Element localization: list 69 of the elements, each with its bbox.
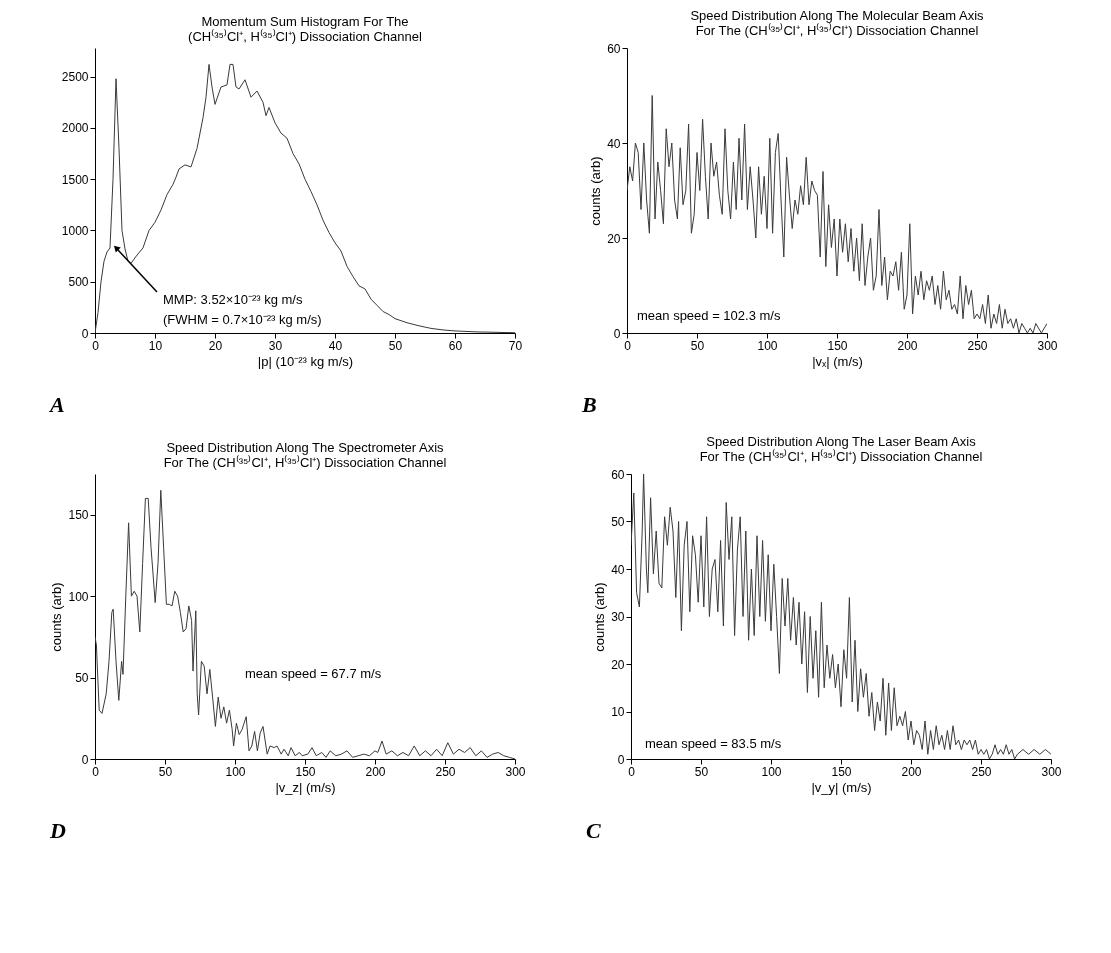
x-tick-label: 100 (225, 764, 246, 779)
x-tick-label: 200 (365, 764, 386, 779)
x-tick-label: 250 (971, 764, 992, 779)
annotation: mean speed = 102.3 m/s (637, 308, 781, 323)
y-axis-title: counts (arb) (592, 582, 608, 652)
x-tick-label: 250 (967, 338, 988, 353)
chart-title: Speed Distribution Along The Laser Beam Axis For The (CH⁽³⁵⁾Cl⁺, H⁽³⁵⁾Cl⁺) Dissociation Channel (699, 434, 983, 464)
y-tick-label: 0 (617, 752, 625, 767)
y-tick-label: 50 (611, 515, 625, 529)
x-tick-label: 50 (388, 338, 403, 353)
y-tick-label: 150 (68, 508, 89, 523)
annotation: mean speed = 83.5 m/s (645, 736, 782, 751)
x-axis-title: |v_y| (m/s) (811, 779, 872, 795)
y-tick-label: 2500 (61, 70, 89, 85)
x-tick-label: 300 (1037, 338, 1058, 353)
chart-title: Speed Distribution Along The Molecular Beam Axis For The (CH⁽³⁵⁾Cl⁺, H⁽³⁵⁾Cl⁺) Dissociation Channel (690, 8, 985, 38)
text: B (581, 392, 597, 417)
y-tick-label: 0 (81, 752, 89, 767)
x-tick-label: 40 (328, 338, 343, 353)
x-tick-label: 20 (208, 338, 223, 353)
text: D (49, 818, 66, 843)
y-tick-label: 40 (611, 562, 625, 577)
text: C (586, 818, 601, 843)
x-tick-label: 30 (268, 338, 283, 353)
text: A (48, 392, 65, 417)
annotation: (FWHM = 0.7×10⁻²³ kg m/s) (163, 312, 322, 327)
y-tick-label: 30 (611, 610, 625, 624)
x-tick-label: 0 (92, 764, 100, 779)
x-axis-title: |p| (10⁻²³ kg m/s) (257, 353, 354, 369)
chart-title: Speed Distribution Along The Spectrometer Axis For The (CH⁽³⁵⁾Cl⁺, H⁽³⁵⁾Cl⁺) Dissociation Channel (163, 440, 447, 470)
x-tick-label: 300 (1041, 764, 1062, 779)
x-tick-label: 200 (897, 338, 918, 353)
y-tick-label: 60 (607, 41, 621, 56)
y-tick-label: 100 (68, 589, 89, 604)
annotation: MMP: 3.52×10⁻²³ kg m/s (163, 292, 303, 307)
y-tick-label: 2000 (61, 121, 89, 136)
y-tick-label: 500 (68, 275, 89, 290)
x-tick-label: 0 (628, 764, 636, 779)
x-tick-label: 0 (92, 338, 100, 353)
y-tick-label: 20 (611, 657, 625, 672)
x-tick-label: 200 (901, 764, 922, 779)
annotation: mean speed = 67.7 m/s (245, 666, 382, 681)
y-tick-label: 0 (613, 326, 621, 341)
x-tick-label: 50 (690, 338, 705, 353)
y-tick-label: 60 (611, 467, 625, 482)
y-tick-label: 0 (81, 326, 89, 341)
x-tick-label: 50 (694, 764, 709, 779)
x-tick-label: 60 (448, 338, 463, 353)
y-axis-title: counts (arb) (588, 156, 604, 226)
y-tick-label: 10 (611, 705, 625, 719)
x-axis-title: |v_z| (m/s) (275, 779, 336, 795)
x-tick-label: 70 (508, 338, 523, 353)
x-tick-label: 50 (158, 764, 173, 779)
chart-title: Momentum Sum Histogram For The (CH⁽³⁵⁾Cl⁺, H⁽³⁵⁾Cl⁺) Dissociation Channel (188, 14, 422, 44)
x-tick-label: 150 (831, 764, 852, 779)
y-tick-label: 1500 (61, 172, 89, 187)
x-tick-label: 150 (295, 764, 316, 779)
x-axis-title: |vₓ| (m/s) (812, 353, 863, 369)
y-axis-title: counts (arb) (49, 582, 65, 652)
x-tick-label: 300 (505, 764, 526, 779)
x-tick-label: 10 (148, 338, 163, 353)
y-tick-label: 50 (75, 671, 89, 686)
y-tick-label: 1000 (61, 223, 89, 238)
x-tick-label: 250 (435, 764, 456, 779)
y-tick-label: 40 (607, 136, 621, 151)
x-tick-label: 100 (761, 764, 782, 779)
y-tick-label: 20 (607, 231, 621, 246)
x-tick-label: 150 (827, 338, 848, 353)
x-tick-label: 100 (757, 338, 778, 353)
